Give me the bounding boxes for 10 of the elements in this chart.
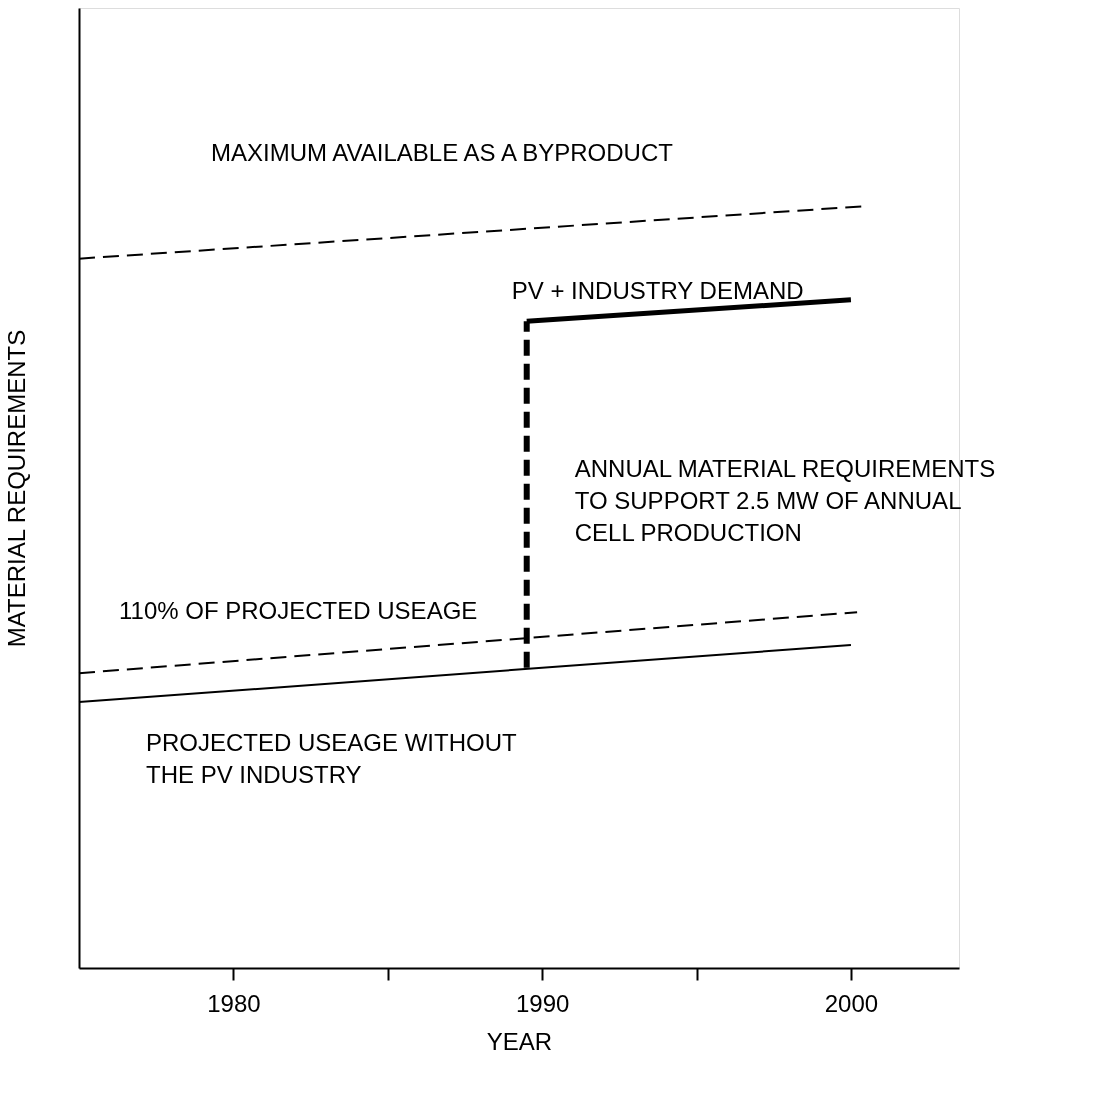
series-label: PV + INDUSTRY DEMAND	[511, 277, 804, 305]
x-tick-label: 2000	[824, 989, 879, 1017]
series-label: 110% OF PROJECTED USEAGE	[119, 597, 478, 625]
x-tick-label: 1980	[207, 989, 261, 1017]
series-label: PROJECTED USEAGE WITHOUT THE PV INDUSTRY	[146, 729, 518, 789]
x-tick-label: 1990	[515, 989, 570, 1017]
x-axis-title: YEAR	[486, 1027, 553, 1055]
annotation: ANNUAL MATERIAL REQUIREMENTS TO SUPPORT 2.5 MW OF ANNUAL CELL PRODUCTION	[574, 454, 996, 546]
y-axis-title: MATERIAL REQUIREMENTS	[2, 329, 30, 648]
text: MAXIMUM AVAILABLE AS A BYPRODUCT	[211, 138, 674, 166]
